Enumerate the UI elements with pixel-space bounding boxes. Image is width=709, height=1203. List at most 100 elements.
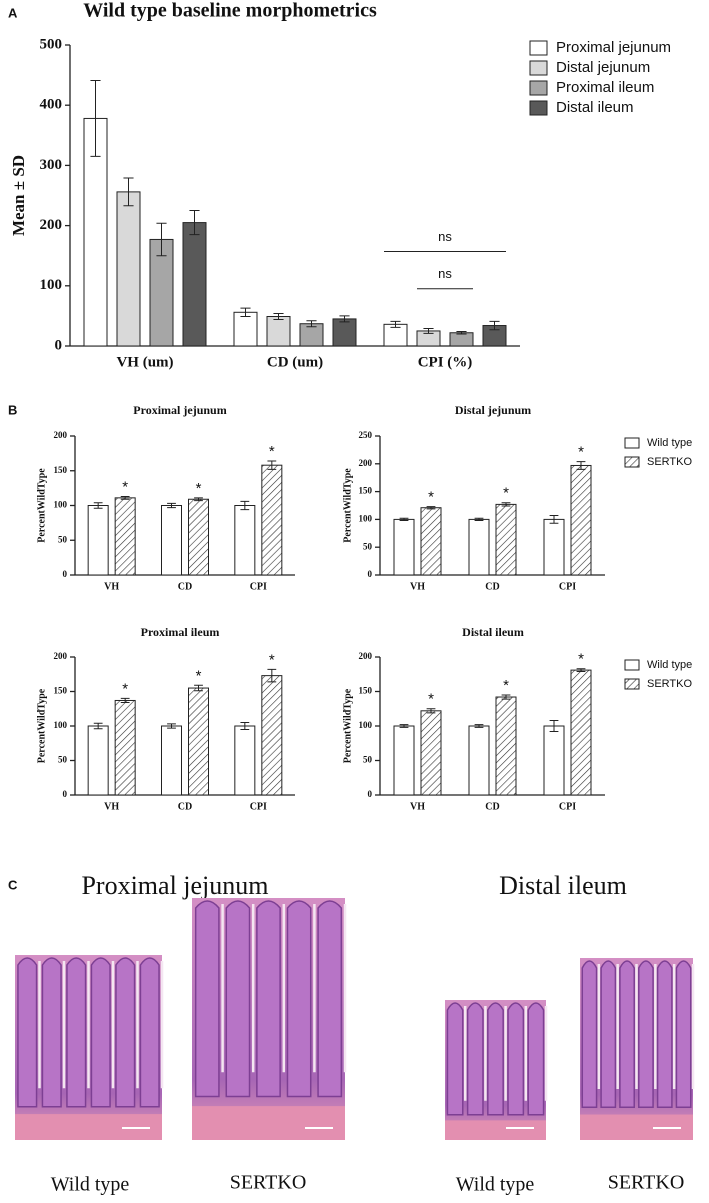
image-label: SERTKO (230, 1172, 307, 1194)
error-bar (194, 684, 203, 692)
error-bar (306, 320, 317, 328)
x-tick-label: CD (um) (267, 354, 323, 370)
image-title: Distal ileum (499, 871, 627, 900)
bar (449, 332, 474, 347)
villus (17, 957, 38, 1108)
error-bar (474, 724, 484, 728)
legend-label: Proximal ileum (556, 79, 654, 96)
error-bar (399, 517, 409, 522)
legend-label: Wild type (647, 437, 692, 449)
significance-marker: * (578, 444, 584, 461)
villus (507, 1002, 525, 1116)
y-axis-label: PercentWildType (36, 688, 47, 763)
error-bar (423, 328, 434, 334)
y-tick-label: 200 (54, 430, 68, 440)
y-tick-label: 200 (359, 651, 373, 661)
bar (234, 725, 256, 796)
x-tick-label: VH (104, 581, 119, 592)
bar (161, 725, 182, 796)
villus (675, 960, 692, 1108)
legend-swatch (624, 437, 640, 449)
y-tick-label: 50 (363, 541, 373, 551)
y-axis-label: PercentWildType (342, 688, 353, 763)
error-bar (120, 697, 130, 704)
error-bar (549, 719, 559, 733)
significance-marker: * (269, 443, 275, 460)
error-bar (167, 723, 176, 729)
y-axis-label: Mean ± SD (9, 155, 28, 236)
bar (114, 497, 136, 576)
error-bar (501, 694, 511, 700)
legend-label: SERTKO (647, 678, 692, 690)
bar (570, 669, 592, 796)
error-bar (167, 502, 176, 509)
bar (495, 503, 517, 576)
villus (90, 957, 111, 1108)
legend-label: Distal jejunum (556, 59, 650, 76)
error-bar (576, 668, 586, 672)
error-bar (194, 497, 203, 502)
legend-swatch (529, 60, 548, 76)
villus (487, 1002, 504, 1116)
significance-marker: * (122, 680, 128, 697)
bar (543, 725, 565, 796)
villus (41, 957, 62, 1108)
x-tick-label: CD (485, 581, 499, 592)
x-tick-label: CPI (%) (418, 354, 473, 370)
error-bar (90, 80, 101, 157)
y-tick-label: 150 (54, 465, 68, 475)
villus (600, 960, 617, 1108)
x-tick-label: CD (178, 801, 192, 812)
villus (581, 960, 598, 1108)
error-bar (456, 331, 467, 335)
error-bar (120, 495, 130, 500)
bar (261, 464, 283, 576)
bar (116, 191, 141, 347)
significance-marker: * (503, 677, 509, 694)
x-tick-label: CPI (559, 801, 576, 812)
error-bar (123, 177, 134, 207)
bar (233, 311, 258, 347)
bar (266, 316, 291, 347)
bar (393, 518, 415, 576)
y-tick-label: 100 (40, 277, 63, 293)
villus (66, 957, 87, 1108)
y-tick-label: 300 (40, 157, 63, 173)
annotation: ns (438, 266, 452, 281)
legend-label: Distal ileum (556, 99, 634, 116)
y-tick-label: 150 (359, 486, 373, 496)
error-bar (267, 460, 277, 470)
significance-marker: * (428, 691, 434, 708)
error-bar (489, 320, 500, 331)
villus (527, 1002, 545, 1116)
villus (656, 960, 673, 1108)
error-bar (576, 461, 586, 470)
villus (466, 1002, 484, 1116)
image-label: Wild type (456, 1174, 535, 1196)
villus (446, 1002, 464, 1116)
chart-title: Distal ileum (462, 625, 524, 639)
y-tick-label: 150 (54, 686, 68, 696)
bar (161, 505, 182, 576)
error-bar (501, 502, 511, 507)
y-tick-label: 250 (359, 430, 373, 440)
legend-swatch (624, 456, 640, 468)
y-tick-label: 500 (40, 36, 63, 52)
bar (87, 505, 109, 576)
error-bar (339, 315, 350, 323)
error-bar (267, 668, 277, 683)
error-bar (93, 722, 103, 730)
bar (261, 675, 283, 796)
bar (468, 725, 490, 796)
chart-title: Distal jejunum (455, 403, 531, 417)
error-bar (426, 506, 436, 510)
error-bar (549, 515, 559, 524)
x-tick-label: CPI (559, 581, 576, 592)
x-tick-label: CD (485, 801, 499, 812)
y-tick-label: 0 (368, 569, 373, 579)
y-tick-label: 100 (359, 513, 373, 523)
villus (619, 960, 635, 1108)
error-bar (399, 724, 409, 728)
y-tick-label: 50 (363, 755, 373, 765)
